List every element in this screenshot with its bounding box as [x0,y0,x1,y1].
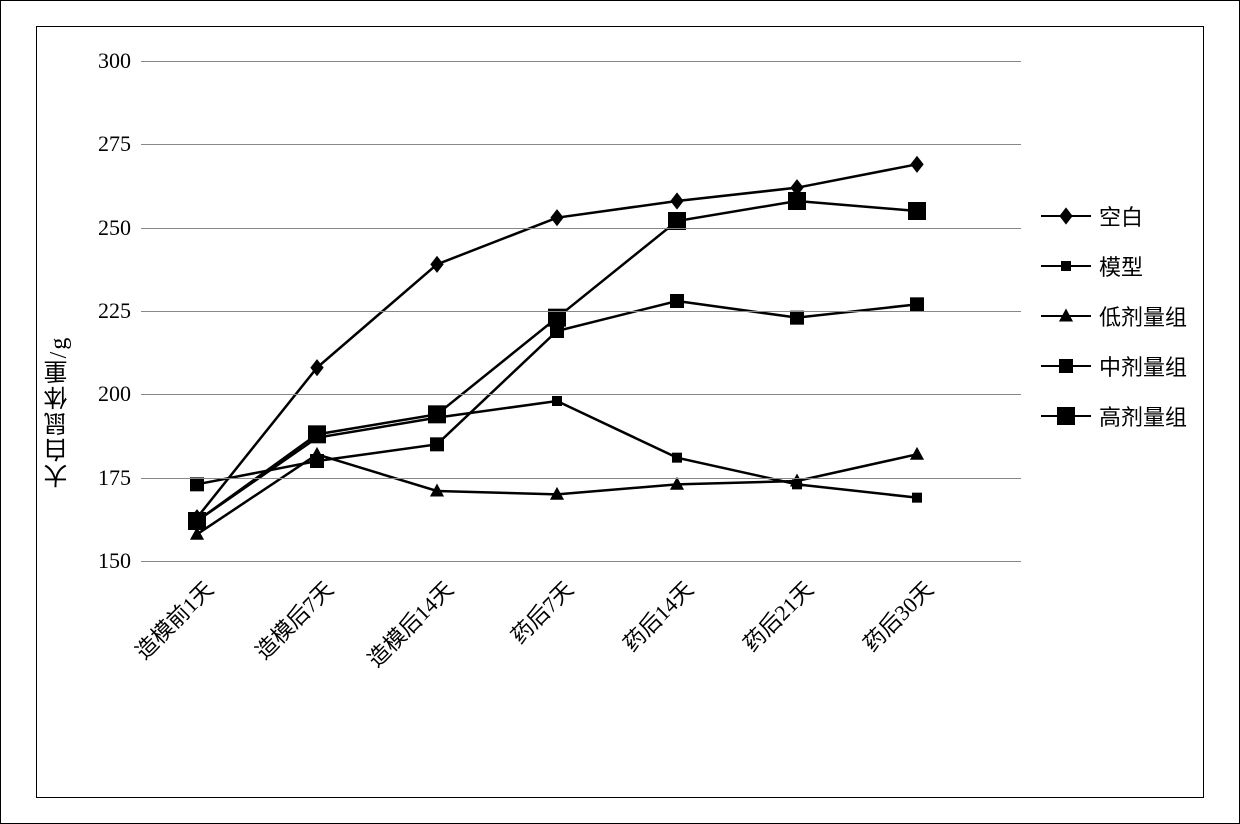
y-gridline [141,61,1021,62]
legend: 空白模型低剂量组中剂量组高剂量组 [1041,201,1187,451]
y-tick-label: 300 [81,48,131,74]
y-tick-label: 275 [81,131,131,157]
legend-line [1041,365,1091,367]
y-gridline [141,144,1021,145]
series-marker [910,447,924,460]
series-marker [310,454,324,468]
y-gridline [141,561,1021,562]
legend-label: 模型 [1099,250,1143,282]
y-axis-label: 大白鼠体重/g [41,336,76,489]
series-marker [910,156,923,173]
series-marker [670,192,683,209]
series-marker [190,477,204,491]
y-gridline [141,394,1021,395]
y-gridline [141,478,1021,479]
legend-label: 低剂量组 [1099,300,1187,332]
diamond-marker-icon [1054,204,1078,228]
legend-line [1041,265,1091,267]
square-marker-icon [1054,254,1078,278]
series-marker [550,209,563,226]
legend-label: 高剂量组 [1099,400,1187,432]
legend-label: 中剂量组 [1099,350,1187,382]
legend-line [1041,215,1091,217]
legend-item: 低剂量组 [1041,301,1187,331]
plot-area: 150175200225250275300造模前1天造模后7天造模后14天药后7… [141,61,1021,561]
legend-line [1041,415,1091,417]
square-marker-icon [1054,354,1078,378]
series-marker [910,297,924,311]
y-tick-label: 175 [81,465,131,491]
series-marker [188,512,206,530]
series-marker [672,453,682,463]
y-gridline [141,311,1021,312]
triangle-marker-icon [1054,304,1078,328]
series-marker [908,202,926,220]
square-marker-icon [1054,404,1078,428]
legend-item: 空白 [1041,201,1187,231]
series-marker [912,493,922,503]
legend-item: 高剂量组 [1041,401,1187,431]
legend-line [1041,315,1091,317]
y-tick-label: 150 [81,548,131,574]
series-marker [552,396,562,406]
y-gridline [141,228,1021,229]
chart-container: 大白鼠体重/g 150175200225250275300造模前1天造模后7天造… [0,0,1240,824]
series-marker [430,256,443,273]
legend-item: 模型 [1041,251,1187,281]
y-tick-label: 250 [81,215,131,241]
series-marker [308,425,326,443]
series-line [197,201,917,521]
series-marker [430,437,444,451]
series-marker [670,294,684,308]
y-tick-label: 225 [81,298,131,324]
legend-item: 中剂量组 [1041,351,1187,381]
y-tick-label: 200 [81,381,131,407]
series-marker [790,311,804,325]
legend-label: 空白 [1099,200,1143,232]
series-marker [788,192,806,210]
series-marker [428,405,446,423]
